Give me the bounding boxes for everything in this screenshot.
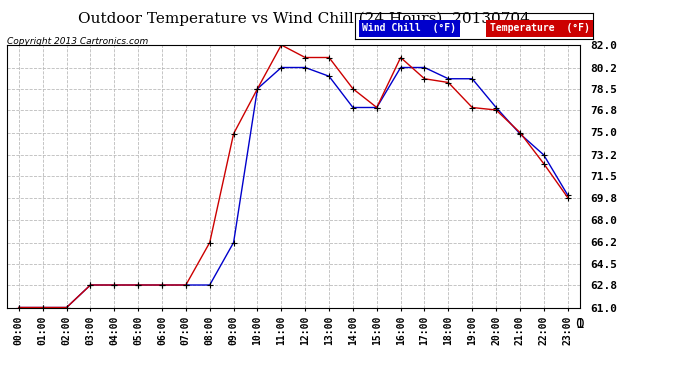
Text: Temperature  (°F): Temperature (°F)	[490, 23, 590, 33]
Text: Outdoor Temperature vs Wind Chill (24 Hours)  20130704: Outdoor Temperature vs Wind Chill (24 Ho…	[78, 11, 529, 26]
Text: Wind Chill  (°F): Wind Chill (°F)	[362, 23, 456, 33]
Text: Copyright 2013 Cartronics.com: Copyright 2013 Cartronics.com	[7, 38, 148, 46]
